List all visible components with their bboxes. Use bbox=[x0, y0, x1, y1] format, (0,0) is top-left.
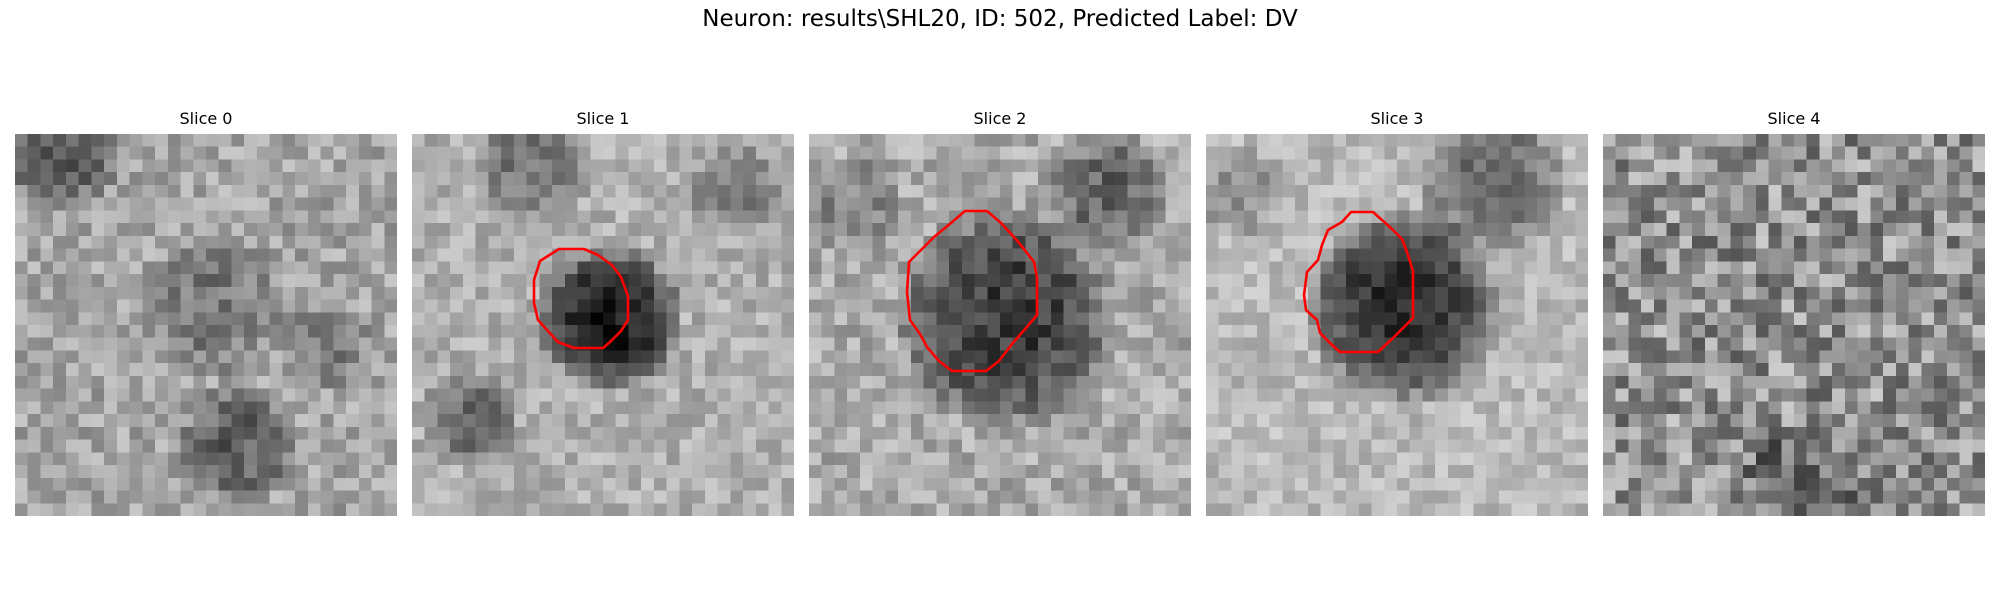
roi-contour bbox=[907, 211, 1037, 371]
slice-title: Slice 2 bbox=[809, 108, 1191, 130]
slice-title: Slice 1 bbox=[412, 108, 794, 130]
slice-panel-0: Slice 0 bbox=[15, 108, 397, 130]
roi-overlay bbox=[412, 134, 794, 516]
slice-title: Slice 3 bbox=[1206, 108, 1588, 130]
figure-title: Neuron: results\SHL20, ID: 502, Predicte… bbox=[0, 6, 2000, 32]
roi-contour bbox=[1304, 212, 1413, 352]
roi-overlay bbox=[1206, 134, 1588, 516]
slice-panel-4: Slice 4 bbox=[1603, 108, 1985, 130]
slice-panel-3: Slice 3 bbox=[1206, 108, 1588, 130]
roi-overlay bbox=[809, 134, 1191, 516]
slice-panel-2: Slice 2 bbox=[809, 108, 1191, 130]
roi-contour bbox=[534, 249, 628, 348]
roi-overlay bbox=[15, 134, 397, 516]
slice-title: Slice 4 bbox=[1603, 108, 1985, 130]
slice-title: Slice 0 bbox=[15, 108, 397, 130]
slice-panel-1: Slice 1 bbox=[412, 108, 794, 130]
roi-overlay bbox=[1603, 134, 1985, 516]
